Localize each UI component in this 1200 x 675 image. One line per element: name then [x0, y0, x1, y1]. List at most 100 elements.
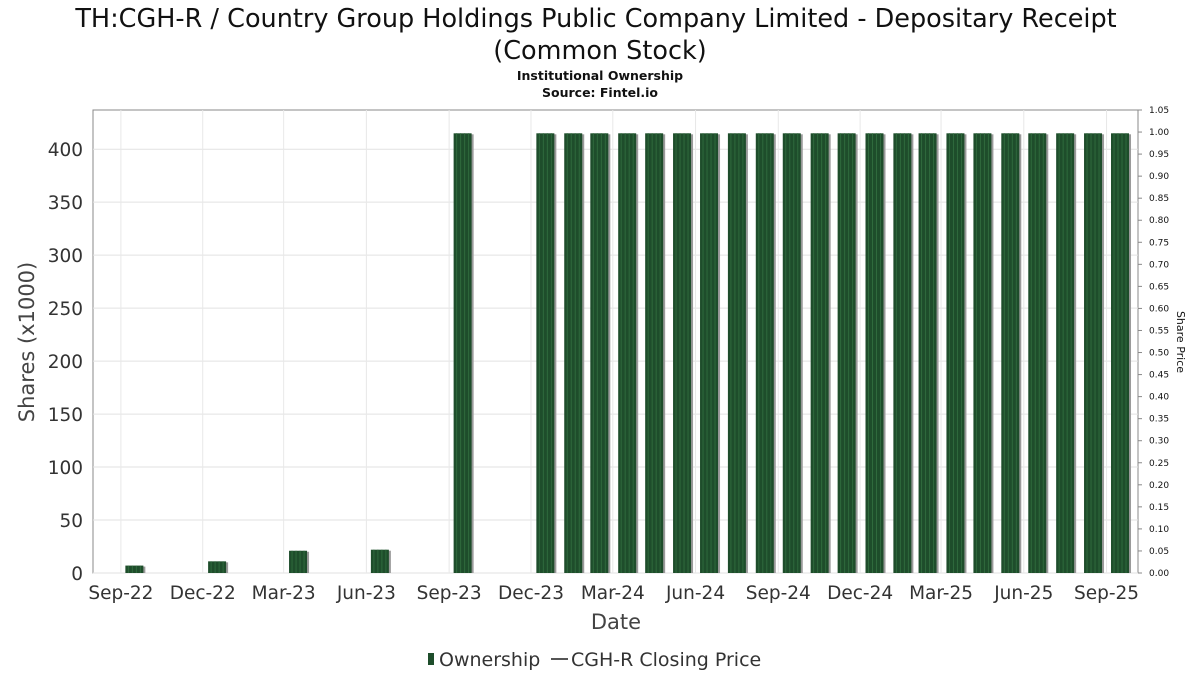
y-tick-label: 150 — [48, 405, 83, 426]
x-tick-label: Dec-24 — [827, 583, 893, 604]
bar-body — [1056, 133, 1075, 573]
x-tick-label: Dec-22 — [170, 583, 236, 604]
y2-tick-label: 0.15 — [1149, 503, 1169, 513]
y2-tick-label: 0.05 — [1149, 547, 1169, 557]
y2-tick-label: 1.05 — [1149, 106, 1169, 116]
bar — [1001, 133, 1022, 573]
y2-tick-label: 0.95 — [1149, 150, 1169, 160]
y-tick-label: 0 — [71, 564, 83, 585]
y2-axis-ticks: 0.00 0.05 0.10 0.15 0.20 0.25 0.30 0.35 0.40 0.45… — [1138, 106, 1169, 579]
bar-body — [564, 133, 583, 573]
y2-tick-label: 0.65 — [1149, 282, 1169, 292]
bar — [564, 133, 585, 573]
bar — [1056, 133, 1077, 573]
y2-tick-label: 0.45 — [1149, 371, 1169, 381]
bar-body — [973, 133, 992, 573]
y2-tick-label: 0.75 — [1149, 238, 1169, 248]
y2-tick-label: 0.40 — [1149, 393, 1169, 403]
bar — [536, 133, 557, 573]
y2-axis-label: Share Price — [1174, 311, 1187, 373]
bar — [673, 133, 694, 573]
legend: Ownership CGH-R Closing Price — [428, 649, 761, 671]
y-axis-label: Shares (x1000) — [15, 262, 39, 422]
x-tick-label: Jun-25 — [993, 583, 1053, 604]
y2-tick-label: 0.55 — [1149, 326, 1169, 336]
bar — [755, 133, 776, 573]
bar — [837, 133, 858, 573]
bar-body — [208, 561, 227, 573]
chart-title-line-2: (Common Stock) — [493, 36, 706, 66]
y2-tick-label: 0.85 — [1149, 194, 1169, 204]
bar-body — [645, 133, 664, 573]
bar-body — [918, 133, 937, 573]
y2-tick-label: 0.30 — [1149, 437, 1169, 447]
y-tick-label: 50 — [59, 511, 83, 532]
chart-source: Source: Fintel.io — [542, 85, 658, 100]
y2-tick-label: 0.25 — [1149, 459, 1169, 469]
x-tick-label: Mar-24 — [581, 583, 645, 604]
bar — [1111, 133, 1132, 573]
bar — [618, 133, 639, 573]
bar-body — [782, 133, 801, 573]
bar-body — [1001, 133, 1020, 573]
bar — [865, 133, 886, 573]
x-tick-label: Mar-23 — [252, 583, 316, 604]
y-tick-label: 400 — [48, 140, 83, 161]
x-axis-label: Date — [591, 610, 641, 634]
y2-tick-label: 0.10 — [1149, 525, 1169, 535]
bar — [208, 561, 229, 573]
bar-body — [673, 133, 692, 573]
bar — [590, 133, 611, 573]
bar-body — [125, 565, 144, 573]
x-tick-label: Jun-23 — [336, 583, 396, 604]
legend-ownership-swatch — [428, 653, 434, 665]
y2-tick-label: 0.35 — [1149, 415, 1169, 425]
bar — [125, 565, 146, 573]
bar-body — [727, 133, 746, 573]
x-tick-label: Sep-24 — [746, 583, 811, 604]
y2-tick-label: 0.70 — [1149, 260, 1169, 270]
y2-tick-label: 0.50 — [1149, 349, 1169, 359]
y2-tick-label: 0.80 — [1149, 216, 1169, 226]
bar — [810, 133, 831, 573]
x-tick-label: Sep-22 — [88, 583, 153, 604]
bar-body — [1084, 133, 1103, 573]
bar-body — [810, 133, 829, 573]
bar — [782, 133, 803, 573]
bar-series — [125, 133, 1132, 573]
bar — [453, 133, 474, 573]
bar-body — [893, 133, 912, 573]
bar-body — [1028, 133, 1047, 573]
x-axis-ticks: Sep-22 Dec-22 Mar-23 Jun-23 Sep-23 Dec-23 Mar-… — [88, 583, 1139, 604]
x-tick-label: Sep-25 — [1074, 583, 1139, 604]
bar — [946, 133, 967, 573]
bar — [727, 133, 748, 573]
bar-body — [1111, 133, 1130, 573]
bar-body — [700, 133, 719, 573]
chart-title-line-1: TH:CGH-R / Country Group Holdings Public… — [74, 4, 1116, 34]
bar — [700, 133, 721, 573]
bar-body — [946, 133, 965, 573]
y-tick-label: 100 — [48, 458, 83, 479]
y2-tick-label: 0.00 — [1149, 569, 1169, 579]
y2-tick-label: 0.60 — [1149, 304, 1169, 314]
bar — [893, 133, 914, 573]
legend-ownership-label: Ownership — [439, 649, 540, 671]
bar-body — [590, 133, 609, 573]
bar-body — [618, 133, 637, 573]
x-tick-label: Dec-23 — [498, 583, 564, 604]
y2-tick-label: 1.00 — [1149, 128, 1169, 138]
chart-subtitle: Institutional Ownership — [517, 68, 683, 83]
x-tick-label: Sep-23 — [417, 583, 482, 604]
y-tick-label: 200 — [48, 352, 83, 373]
x-tick-label: Jun-24 — [665, 583, 725, 604]
legend-price-label: CGH-R Closing Price — [571, 649, 761, 671]
bar — [973, 133, 994, 573]
bar-body — [453, 133, 472, 573]
bar-body — [755, 133, 774, 573]
bar — [1028, 133, 1049, 573]
bar — [645, 133, 666, 573]
y-tick-label: 350 — [48, 193, 83, 214]
bar — [370, 549, 391, 573]
